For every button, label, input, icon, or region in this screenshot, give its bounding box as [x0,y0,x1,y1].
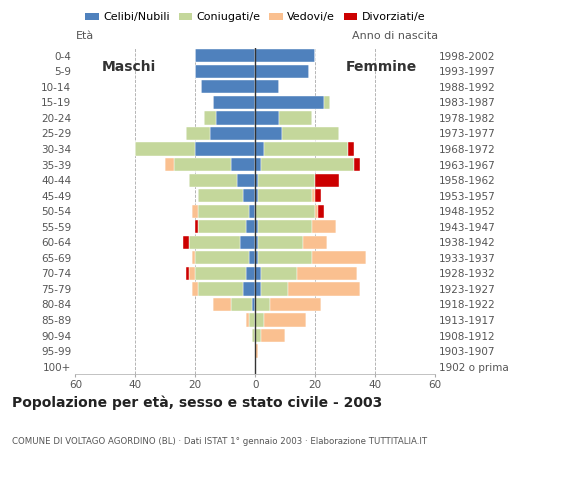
Bar [318,204,324,218]
Bar [255,158,261,171]
Bar [288,282,360,296]
Bar [249,313,255,326]
Bar [195,267,246,280]
Bar [240,236,255,249]
Bar [246,220,255,233]
Bar [258,220,312,233]
Bar [195,143,255,156]
Bar [186,267,189,280]
Bar [243,282,255,296]
Bar [258,236,303,249]
Text: Età: Età [75,31,93,41]
Bar [255,49,315,62]
Bar [252,329,255,342]
Bar [255,220,258,233]
Bar [255,345,258,358]
Bar [213,298,231,311]
Bar [255,111,279,124]
Bar [303,236,327,249]
Legend: Celibi/Nubili, Coniugati/e, Vedovi/e, Divorziati/e: Celibi/Nubili, Coniugati/e, Vedovi/e, Di… [81,8,430,27]
Bar [315,204,318,218]
Bar [261,267,297,280]
Bar [324,96,330,109]
Bar [282,127,339,140]
Bar [183,236,189,249]
Bar [175,158,231,171]
Bar [255,204,315,218]
Bar [261,329,285,342]
Bar [204,111,216,124]
Bar [270,298,321,311]
Bar [255,282,261,296]
Bar [261,158,354,171]
Bar [348,143,354,156]
Bar [201,80,255,94]
Bar [255,189,258,202]
Bar [297,267,357,280]
Bar [231,298,252,311]
Bar [255,96,324,109]
Bar [312,220,336,233]
Bar [258,251,312,264]
Bar [237,173,255,187]
Text: Femmine: Femmine [346,60,416,73]
Bar [249,204,255,218]
Bar [198,204,249,218]
Bar [255,267,261,280]
Bar [193,282,198,296]
Bar [198,189,243,202]
Bar [165,158,175,171]
Bar [315,189,321,202]
Bar [195,65,255,78]
Bar [243,189,255,202]
Bar [258,189,312,202]
Bar [255,80,279,94]
Bar [195,220,198,233]
Bar [279,111,312,124]
Bar [354,158,360,171]
Bar [246,267,255,280]
Bar [255,251,258,264]
Bar [198,220,246,233]
Text: Maschi: Maschi [102,60,157,73]
Bar [255,298,270,311]
Bar [193,204,198,218]
Bar [195,49,255,62]
Bar [210,127,255,140]
Bar [312,251,366,264]
Bar [249,251,255,264]
Bar [193,251,195,264]
Bar [246,313,249,326]
Bar [255,143,264,156]
Bar [135,143,195,156]
Bar [255,236,258,249]
Text: Popolazione per età, sesso e stato civile - 2003: Popolazione per età, sesso e stato civil… [12,396,382,410]
Bar [213,96,255,109]
Bar [255,329,261,342]
Text: COMUNE DI VOLTAGO AGORDINO (BL) · Dati ISTAT 1° gennaio 2003 · Elaborazione TUTT: COMUNE DI VOLTAGO AGORDINO (BL) · Dati I… [12,437,427,446]
Bar [312,189,315,202]
Bar [315,173,339,187]
Bar [264,313,306,326]
Bar [189,236,240,249]
Bar [198,282,243,296]
Bar [252,298,255,311]
Text: Anno di nascita: Anno di nascita [352,31,438,41]
Bar [216,111,255,124]
Bar [195,251,249,264]
Bar [255,127,282,140]
Bar [261,282,288,296]
Bar [255,173,258,187]
Bar [255,65,309,78]
Bar [264,143,348,156]
Bar [231,158,255,171]
Bar [189,173,237,187]
Bar [186,127,210,140]
Bar [255,313,264,326]
Bar [258,173,315,187]
Bar [189,267,195,280]
